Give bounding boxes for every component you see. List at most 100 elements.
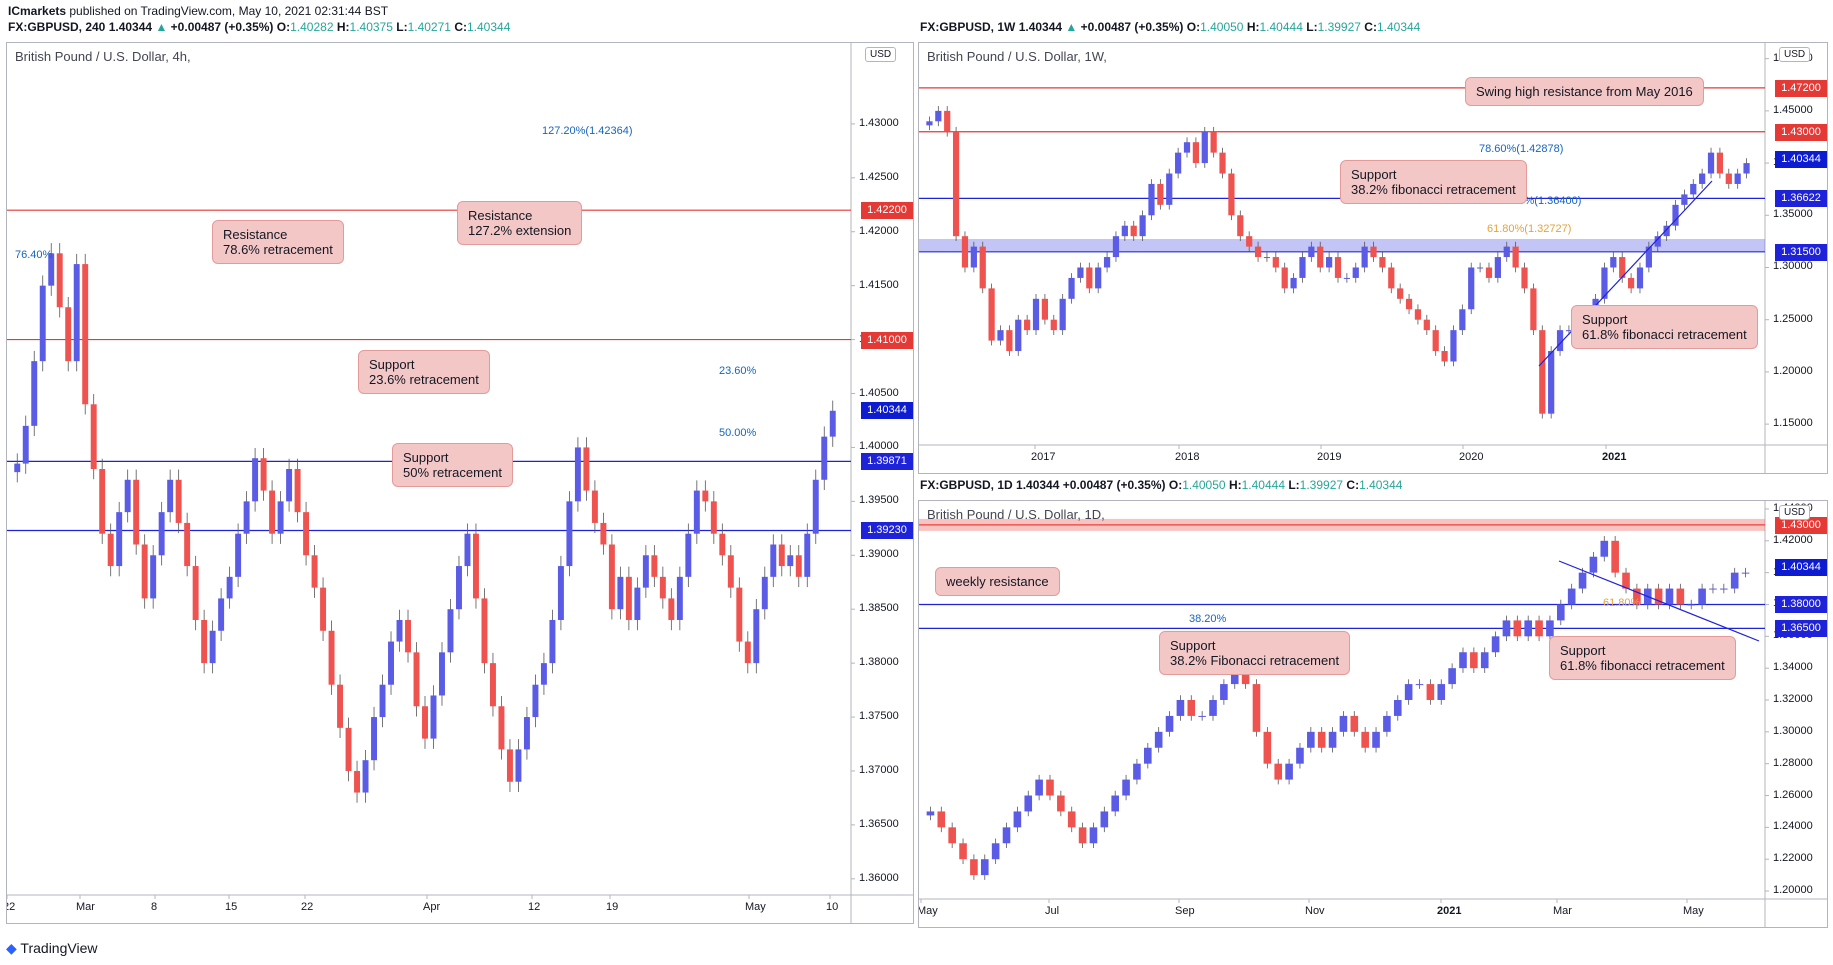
- d1-symbol-header: FX:GBPUSD, 1D 1.40344 +0.00487 (+0.35%) …: [920, 478, 1403, 492]
- candle-body: [1437, 684, 1446, 700]
- annotation-callout[interactable]: weekly resistance: [935, 567, 1060, 596]
- currency-badge[interactable]: USD: [1779, 505, 1811, 520]
- candle-body: [447, 609, 454, 653]
- candle-body: [56, 253, 63, 308]
- candle-body: [1361, 731, 1369, 748]
- candle-body: [1415, 684, 1424, 686]
- h4-change: +0.00487 (+0.35%): [170, 20, 274, 34]
- candle-body: [1210, 131, 1217, 153]
- fib-level-label: 61.80%: [1603, 597, 1641, 609]
- annotation-callout[interactable]: Support 50% retracement: [392, 443, 513, 487]
- y-tick-label: 1.38500: [859, 602, 899, 615]
- support-price-label: 1.36622: [1775, 190, 1827, 208]
- y-tick-label: 1.43000: [859, 116, 899, 129]
- candle-body: [405, 619, 411, 653]
- annotation-callout[interactable]: Swing high resistance from May 2016: [1465, 77, 1704, 106]
- candle-body: [1220, 684, 1228, 700]
- candle-body: [481, 598, 488, 664]
- candle-body: [371, 717, 378, 761]
- d1-open: 1.40050: [1182, 478, 1226, 492]
- candle-body: [1423, 319, 1430, 331]
- candle-body: [506, 749, 513, 782]
- candle-body: [1006, 330, 1013, 352]
- candle-body: [1663, 225, 1670, 237]
- x-tick-label: Apr: [423, 901, 441, 913]
- fib-level-label: 78.60%(1.42878): [1479, 143, 1564, 155]
- w1-chart-svg[interactable]: [919, 43, 1827, 473]
- w1-close: 1.40344: [1376, 20, 1421, 34]
- candle-body: [226, 576, 233, 599]
- annotation-callout[interactable]: Support 38.2% Fibonacci retracement: [1159, 631, 1351, 675]
- candle-body: [591, 490, 598, 523]
- trend-line[interactable]: [1558, 560, 1760, 642]
- y-tick-label: 1.32000: [1773, 693, 1813, 705]
- annotation-callout[interactable]: Support 61.8% fibonacci retracement: [1549, 636, 1736, 680]
- current-price-label: 1.40344: [1775, 559, 1827, 577]
- candle-body: [1343, 277, 1350, 279]
- candle-body: [770, 544, 777, 577]
- candle-body: [1133, 763, 1141, 780]
- annotation-callout[interactable]: Support 23.6% retracement: [358, 350, 490, 394]
- candle-body: [1494, 257, 1501, 278]
- chart-title: British Pound / U.S. Dollar, 4h,: [15, 49, 191, 64]
- candle-body: [294, 469, 301, 513]
- candle-body: [1741, 572, 1750, 574]
- w1-chart-panel[interactable]: 1.500001.450001.400001.350001.300001.250…: [918, 42, 1828, 474]
- candle-body: [192, 566, 199, 620]
- candle-body: [676, 576, 683, 620]
- candle-body: [1546, 620, 1554, 637]
- candle-body: [1013, 811, 1022, 828]
- h4-chart-panel[interactable]: 1.43000 1.42500 1.42000 1.41500 1.41000 1.405…: [6, 42, 914, 924]
- h4-chart-svg[interactable]: [7, 43, 913, 923]
- candle-body: [702, 490, 709, 502]
- trend-line[interactable]: [1538, 180, 1713, 367]
- candle-body: [1154, 731, 1163, 748]
- candle-body: [1086, 267, 1093, 289]
- candle-body: [1046, 779, 1054, 796]
- candle-body: [1187, 700, 1196, 716]
- candle-body: [31, 361, 38, 426]
- y-tick-label: 1.37000: [859, 763, 899, 776]
- candle-body: [1241, 668, 1250, 685]
- candle-body: [124, 479, 131, 513]
- y-tick-label: 1.30000: [1773, 260, 1813, 273]
- candle-body: [515, 749, 522, 782]
- candle-body: [1491, 636, 1500, 653]
- candle-body: [260, 458, 267, 491]
- candle-body: [1041, 298, 1049, 320]
- resistance-price-label: 1.41000: [861, 331, 913, 349]
- candle-body: [1089, 827, 1098, 844]
- annotation-callout[interactable]: Resistance 78.6% retracement: [212, 220, 344, 264]
- x-tick-label: Jul: [1045, 905, 1060, 917]
- candle-body: [1032, 298, 1040, 331]
- support-price-label: 1.31500: [1775, 243, 1827, 261]
- candle-body: [795, 555, 802, 577]
- d1-chart-panel[interactable]: 1.440001.420001.400001.380001.360001.340…: [918, 500, 1828, 928]
- candle-body: [1317, 731, 1326, 748]
- candle-body: [1530, 288, 1537, 331]
- currency-badge[interactable]: USD: [865, 47, 897, 62]
- candle-body: [944, 110, 951, 132]
- candle-body: [311, 555, 318, 588]
- annotation-callout[interactable]: Support 38.2% fibonacci retracement: [1340, 160, 1527, 204]
- annotation-callout[interactable]: Support 61.8% fibonacci retracement: [1571, 305, 1758, 349]
- candle-body: [1166, 173, 1173, 205]
- fib-level-label: 23.60%: [719, 365, 757, 377]
- y-tick-label: 1.20000: [1773, 364, 1813, 377]
- candle-body: [1468, 267, 1475, 310]
- currency-badge[interactable]: USD: [1779, 47, 1811, 62]
- candle-body: [1578, 572, 1587, 589]
- candle-body: [1432, 330, 1439, 352]
- d1-chart-svg[interactable]: [919, 501, 1827, 927]
- annotation-callout[interactable]: Resistance 127.2% extension: [457, 201, 583, 245]
- candle-body: [1246, 236, 1253, 247]
- candle-body: [413, 652, 420, 707]
- x-tick-label: 2021: [1602, 451, 1627, 463]
- candle-body: [804, 533, 811, 577]
- y-tick-label: 1.36000: [859, 871, 899, 884]
- candle-body: [1734, 173, 1741, 184]
- candle-body: [1502, 620, 1511, 637]
- tradingview-logo[interactable]: ◆ TradingView: [6, 940, 97, 957]
- x-tick-label: May: [1683, 905, 1704, 917]
- candle-body: [1078, 827, 1087, 844]
